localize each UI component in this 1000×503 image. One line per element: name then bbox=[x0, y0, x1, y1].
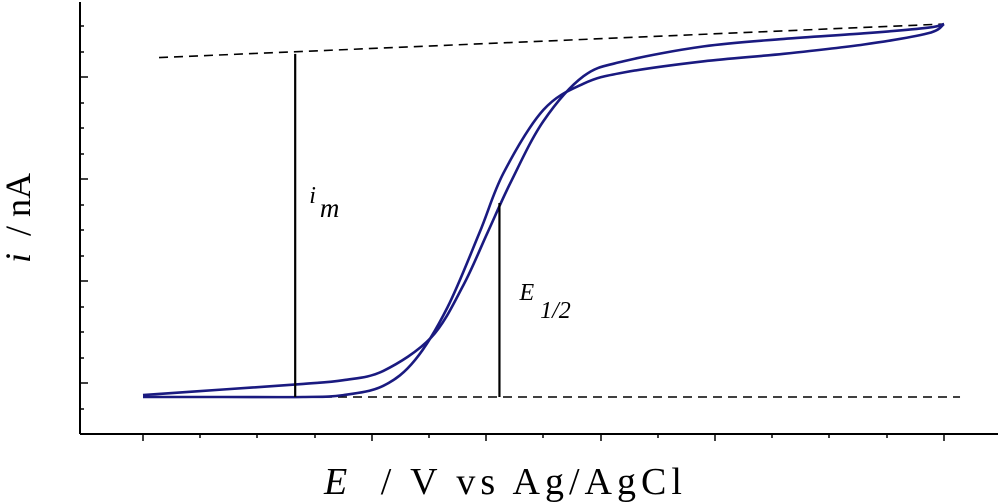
y-axis-label-unit: / nA bbox=[0, 173, 38, 236]
x-axis-label-unit: / V vs Ag/AgCl bbox=[381, 461, 687, 503]
x-axis-label: E / V vs Ag/AgCl bbox=[323, 461, 687, 503]
reference-lines bbox=[143, 23, 961, 398]
e-half-label-subscript: 1/2 bbox=[540, 298, 571, 324]
x-axis-label-symbol: E bbox=[323, 461, 352, 503]
im-label-main: i bbox=[309, 183, 316, 209]
im-label-subscript: m bbox=[320, 193, 340, 223]
e-half-label: E1/2 bbox=[518, 280, 570, 324]
series-layer bbox=[142, 22, 945, 399]
y-axis-label: i / nA bbox=[0, 173, 38, 263]
axes bbox=[79, 2, 998, 435]
plateau-dashed-line bbox=[158, 23, 945, 59]
annotations: i m E1/2 bbox=[294, 53, 571, 397]
y-axis-label-symbol: i bbox=[0, 253, 38, 263]
e-half-label-main: E bbox=[518, 280, 534, 306]
series-forward-branch bbox=[143, 22, 945, 399]
series-reverse-branch bbox=[142, 22, 945, 397]
axis-ticks bbox=[80, 25, 945, 441]
